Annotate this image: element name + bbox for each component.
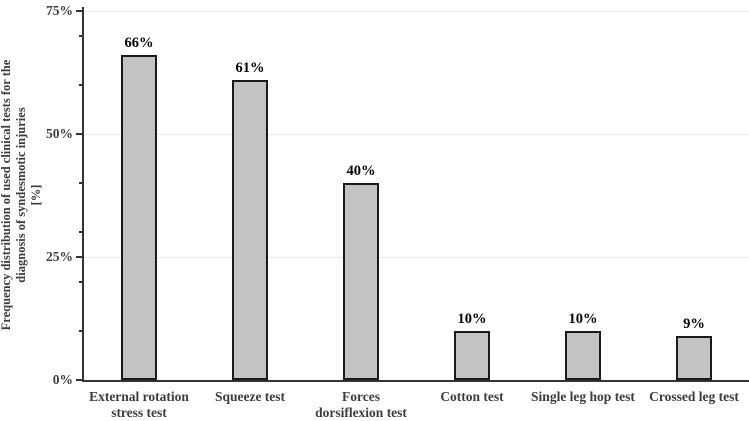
value-label: 9%	[683, 316, 705, 332]
y-minor-tick-40	[79, 182, 84, 184]
gridline-25	[84, 257, 749, 258]
bar	[343, 183, 379, 380]
category-label: Crossed leg test	[649, 389, 739, 404]
y-axis-title: Frequency distribution of used clinical …	[0, 59, 43, 331]
y-tick-label: 25%	[46, 249, 73, 264]
y-minor-tick-20	[79, 281, 84, 283]
y-major-tick-25	[76, 256, 84, 258]
value-label: 61%	[235, 60, 265, 76]
gridline-50	[84, 134, 749, 135]
category-label: Single leg hop test	[531, 389, 635, 404]
y-minor-tick-10	[79, 330, 84, 332]
value-label: 40%	[346, 163, 376, 179]
category-label: Cotton test	[440, 389, 504, 404]
y-minor-tick-30	[79, 231, 84, 233]
bar	[565, 331, 601, 380]
y-minor-tick-70	[79, 35, 84, 37]
y-tick-label: 0%	[52, 372, 73, 387]
y-tick-label: 75%	[46, 3, 73, 18]
bar	[121, 55, 157, 380]
value-label: 66%	[124, 35, 154, 51]
y-minor-tick-60	[79, 84, 84, 86]
category-label: External rotation stress test	[89, 389, 189, 421]
gridline-75	[84, 11, 749, 12]
y-major-tick-0	[76, 379, 84, 381]
x-axis-line	[82, 380, 749, 382]
value-label: 10%	[568, 311, 598, 327]
category-label: Forces dorsiflexion test	[315, 389, 407, 421]
value-label: 10%	[457, 311, 487, 327]
bar	[676, 336, 712, 380]
y-axis-line	[82, 7, 84, 382]
y-major-tick-50	[76, 133, 84, 135]
bar	[232, 80, 268, 380]
y-tick-label: 50%	[46, 126, 73, 141]
category-label: Squeeze test	[214, 389, 286, 404]
y-major-tick-75	[76, 10, 84, 12]
bar	[454, 331, 490, 380]
